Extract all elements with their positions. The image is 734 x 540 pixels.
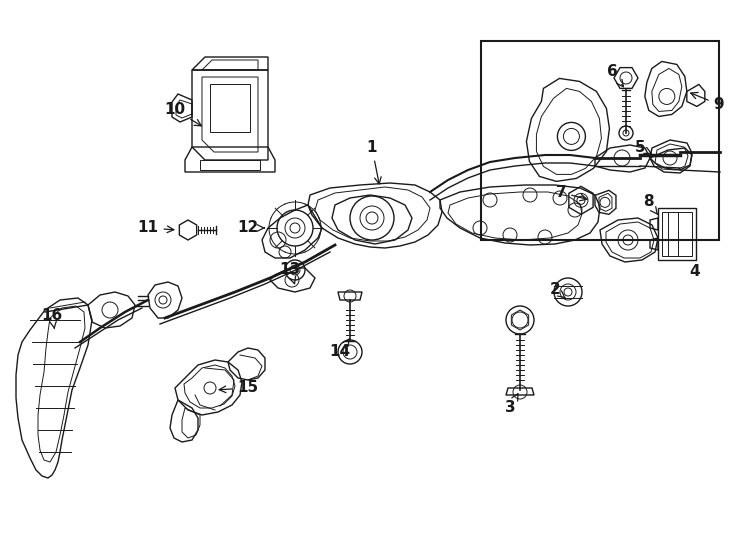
Text: 1: 1: [367, 140, 381, 184]
Text: 8: 8: [643, 194, 658, 214]
Text: 16: 16: [41, 307, 62, 328]
Text: 5: 5: [635, 140, 651, 156]
Text: 11: 11: [137, 220, 174, 235]
Text: 13: 13: [280, 262, 300, 284]
Text: 12: 12: [237, 220, 264, 235]
Text: 7: 7: [556, 185, 587, 201]
Text: 4: 4: [690, 265, 700, 280]
Text: 10: 10: [164, 103, 201, 126]
Bar: [481, 40, 719, 240]
Text: 15: 15: [219, 381, 258, 395]
Text: 2: 2: [550, 282, 565, 298]
Text: 14: 14: [330, 339, 351, 360]
Text: 9: 9: [691, 92, 724, 112]
Text: 3: 3: [505, 394, 518, 415]
Text: 6: 6: [606, 64, 623, 87]
